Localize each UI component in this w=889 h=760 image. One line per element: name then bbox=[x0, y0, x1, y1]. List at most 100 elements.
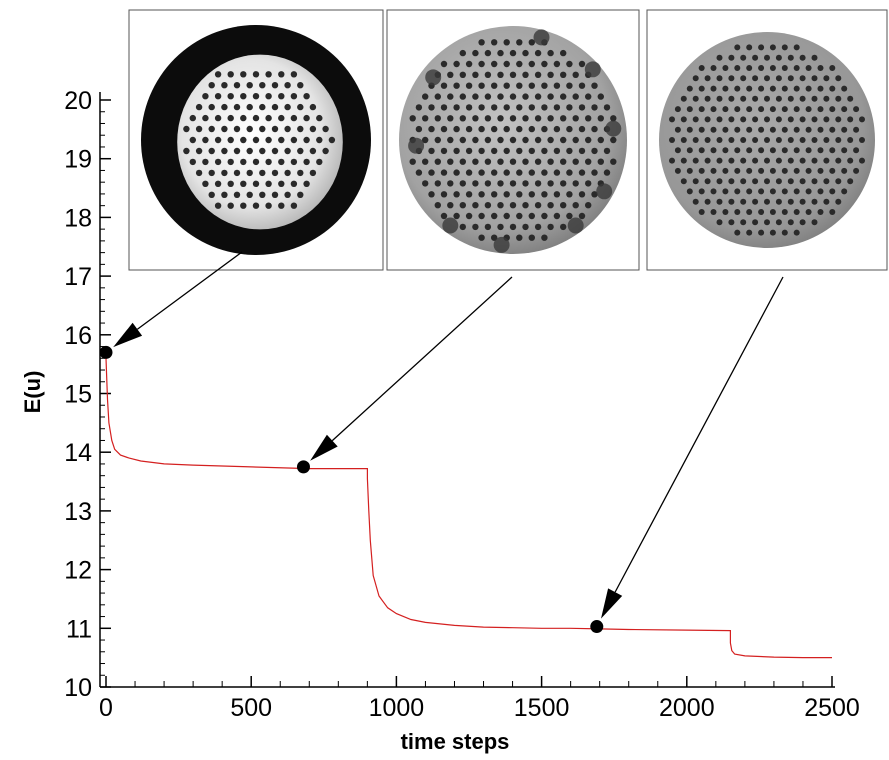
inset-dot bbox=[434, 93, 441, 100]
inset-dot bbox=[528, 60, 535, 68]
inset-dot bbox=[208, 169, 215, 177]
inset-dot bbox=[497, 49, 504, 57]
inset-dot bbox=[478, 234, 485, 241]
inset-dot bbox=[440, 212, 448, 220]
y-tick-label: 14 bbox=[64, 439, 92, 467]
inset-dot bbox=[541, 169, 548, 176]
inset-dot bbox=[316, 136, 323, 144]
inset-dot bbox=[793, 167, 800, 174]
inset-dot bbox=[841, 147, 848, 154]
inset-dot bbox=[698, 85, 705, 92]
inset-dot bbox=[591, 147, 598, 155]
inset-dot bbox=[835, 178, 842, 185]
inset-initial-state bbox=[128, 9, 384, 271]
inset-dot bbox=[805, 106, 812, 113]
inset-dot bbox=[728, 54, 735, 61]
inset-dot bbox=[740, 95, 747, 102]
arrow-head-1 bbox=[310, 434, 338, 461]
inset-dot bbox=[710, 147, 717, 154]
inset-dot bbox=[566, 147, 573, 155]
inset-dot bbox=[265, 136, 272, 144]
inset-dot bbox=[491, 169, 498, 176]
inset-dot bbox=[847, 178, 854, 185]
inset-dot bbox=[758, 65, 765, 71]
inset-dot bbox=[484, 115, 492, 122]
y-tick-label: 20 bbox=[64, 87, 92, 115]
inset-dot bbox=[297, 147, 304, 155]
inset-dot bbox=[817, 167, 824, 174]
inset-dot bbox=[478, 82, 485, 89]
inset-dot bbox=[572, 115, 579, 122]
inset-dot bbox=[692, 178, 699, 185]
inset-dot bbox=[541, 104, 548, 111]
inset-dot bbox=[208, 125, 215, 133]
inset-dot bbox=[459, 93, 466, 100]
inset-dot bbox=[278, 93, 285, 100]
inset-dot bbox=[722, 106, 729, 113]
inset-dot bbox=[271, 125, 279, 133]
inset-dot bbox=[227, 71, 234, 78]
inset-dot bbox=[698, 188, 705, 195]
inset-dot bbox=[799, 219, 806, 226]
x-tick-label: 1500 bbox=[514, 694, 570, 722]
inset-dot bbox=[566, 191, 573, 198]
inset-dot bbox=[716, 157, 723, 164]
inset-dot bbox=[472, 136, 479, 144]
inset-dot bbox=[769, 188, 776, 195]
inset-dot bbox=[440, 125, 448, 133]
y-tick-label: 15 bbox=[64, 381, 92, 409]
inset-dot bbox=[746, 44, 753, 51]
inset-dot bbox=[484, 202, 492, 209]
inset-dot bbox=[799, 157, 806, 164]
inset-dot bbox=[290, 136, 298, 144]
inset-dot bbox=[805, 147, 812, 154]
inset-dot bbox=[265, 202, 272, 209]
inset-dot bbox=[227, 180, 234, 187]
inset-dot bbox=[459, 158, 466, 165]
inset-dot bbox=[781, 147, 788, 154]
inset-dot bbox=[829, 65, 836, 71]
inset-dot bbox=[528, 191, 535, 198]
inset-dot bbox=[698, 65, 705, 71]
inset-dot bbox=[553, 212, 561, 220]
inset-dot bbox=[422, 136, 429, 144]
inset-dot bbox=[240, 202, 247, 209]
inset-dot bbox=[472, 115, 479, 122]
inset-dot bbox=[805, 209, 812, 215]
inset-dot bbox=[704, 116, 711, 123]
inset-dot bbox=[303, 136, 310, 144]
inset-dot bbox=[459, 71, 466, 79]
inset-dot bbox=[503, 39, 510, 46]
inset-dot bbox=[566, 60, 573, 68]
inset-dot bbox=[674, 147, 681, 154]
inset-dot bbox=[290, 202, 298, 209]
inset-dot bbox=[585, 93, 592, 100]
inset-dot bbox=[560, 115, 567, 122]
inset-dot bbox=[610, 158, 617, 165]
inset-dot bbox=[805, 188, 812, 195]
inset-dot bbox=[710, 65, 717, 71]
inset-dot bbox=[290, 93, 298, 100]
inset-dot bbox=[740, 54, 747, 61]
inset-dot bbox=[775, 75, 782, 82]
inset-dot bbox=[221, 169, 228, 177]
inset-dot bbox=[453, 82, 460, 89]
inset-dot bbox=[769, 44, 776, 51]
inset-dot bbox=[817, 209, 824, 215]
inset-dot bbox=[183, 147, 190, 155]
inset-dot bbox=[829, 85, 836, 92]
inset-dot bbox=[265, 158, 272, 166]
inset-dot bbox=[578, 147, 586, 155]
inset-dot bbox=[566, 169, 573, 176]
inset-edge-defect bbox=[425, 69, 442, 86]
inset-dot bbox=[284, 169, 291, 177]
inset-dot bbox=[734, 188, 741, 195]
inset-dot bbox=[541, 125, 548, 133]
inset-dot bbox=[764, 219, 770, 226]
inset-dot bbox=[560, 158, 567, 165]
inset-dot bbox=[297, 169, 304, 177]
marker-point-1 bbox=[296, 460, 310, 474]
inset-dot bbox=[484, 158, 492, 165]
inset-dot bbox=[189, 136, 196, 144]
inset-edge-defect bbox=[493, 236, 510, 253]
